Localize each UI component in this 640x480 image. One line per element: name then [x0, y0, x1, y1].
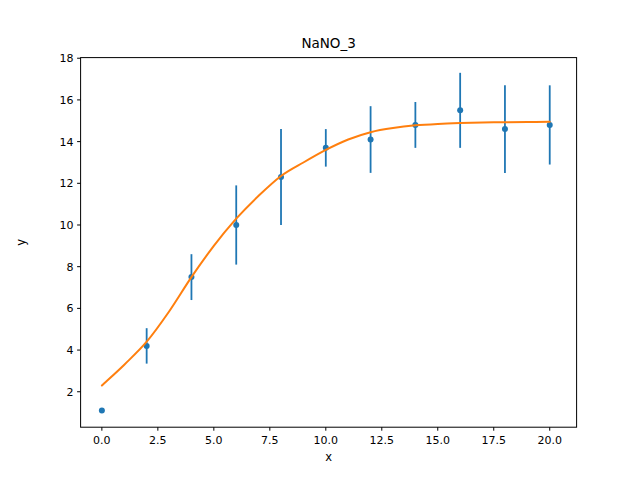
x-tick-label: 10.0	[314, 434, 339, 447]
x-axis-label: x	[325, 450, 332, 464]
y-tick-label: 16	[60, 94, 74, 107]
x-tick-label: 17.5	[481, 434, 506, 447]
figure: 0.0 2.5 5.0 7.5 10.0 12.5 15.0 17.5 20.0 2 4 6 8 10 12…	[0, 0, 640, 480]
y-tick-label: 10	[60, 219, 74, 232]
x-tick-label: 0.0	[93, 434, 111, 447]
chart-canvas: 0.0 2.5 5.0 7.5 10.0 12.5 15.0 17.5 20.0 2 4 6 8 10 12…	[0, 0, 640, 480]
y-tick-label: 18	[60, 52, 74, 65]
data-point-marker	[502, 126, 508, 132]
x-tick-label: 12.5	[370, 434, 395, 447]
x-tick-label: 20.0	[537, 434, 562, 447]
data-point-marker	[99, 408, 105, 414]
data-point-marker	[457, 107, 463, 113]
x-tick-label: 15.0	[426, 434, 451, 447]
data-point-marker	[368, 137, 374, 143]
y-tick-label: 12	[60, 177, 74, 190]
y-tick-label: 6	[67, 302, 74, 315]
y-tick-label: 14	[60, 136, 74, 149]
y-axis-label: y	[14, 239, 28, 246]
x-tick-label: 5.0	[205, 434, 223, 447]
x-tick-label: 2.5	[149, 434, 167, 447]
y-tick-label: 2	[67, 386, 74, 399]
y-tick-label: 4	[67, 344, 74, 357]
y-tick-label: 8	[67, 261, 74, 274]
chart-title: NaNO_3	[301, 35, 355, 51]
data-point-marker	[547, 122, 553, 128]
plot-frame	[81, 58, 577, 428]
x-tick-label: 7.5	[261, 434, 279, 447]
data-point-marker	[233, 222, 239, 228]
